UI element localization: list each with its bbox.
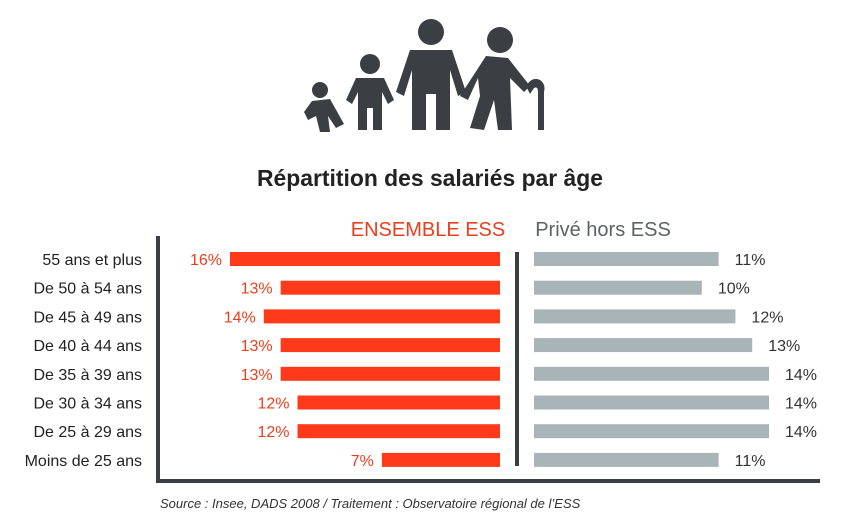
data-label-ensemble-ess: 7%: [351, 453, 374, 470]
data-label-ensemble-ess: 12%: [257, 424, 289, 441]
data-label-ensemble-ess: 13%: [241, 367, 273, 384]
data-label-ensemble-ess: 12%: [257, 396, 289, 413]
bar-prive-hors-ess: [534, 452, 719, 467]
bar-prive-hors-ess: [534, 309, 736, 324]
category-label: De 25 à 29 ans: [33, 424, 142, 441]
data-label-prive-hors-ess: 14%: [785, 367, 817, 384]
bar-ensemble-ess: [280, 280, 500, 295]
category-label: De 45 à 49 ans: [33, 309, 142, 326]
chart-frame: [156, 236, 820, 483]
category-label: 55 ans et plus: [42, 252, 142, 269]
bar-prive-hors-ess: [534, 366, 769, 381]
bar-ensemble-ess: [297, 395, 500, 410]
category-label: De 50 à 54 ans: [33, 281, 142, 298]
bar-ensemble-ess: [280, 366, 500, 381]
chart-marks: 55 ans et plus 16% 11% De 50 à 54 ans 13% 10%…: [25, 252, 817, 470]
series-header-prive: Privé hors ESS: [535, 219, 671, 241]
category-label: De 40 à 44 ans: [33, 338, 142, 355]
data-label-prive-hors-ess: 13%: [768, 338, 800, 355]
bar-ensemble-ess: [381, 452, 500, 467]
bar-ensemble-ess: [230, 252, 500, 266]
data-label-ensemble-ess: 13%: [241, 338, 273, 355]
data-label-prive-hors-ess: 12%: [751, 309, 783, 326]
bar-prive-hors-ess: [534, 395, 769, 410]
source-note: Source : Insee, DADS 2008 / Traitement :…: [160, 496, 581, 511]
data-label-prive-hors-ess: 14%: [785, 396, 817, 413]
data-label-ensemble-ess: 14%: [224, 309, 256, 326]
adult-figure-icon: [396, 19, 466, 130]
baby-figure-icon: [304, 82, 344, 132]
bar-prive-hors-ess: [534, 252, 719, 266]
category-label: De 35 à 39 ans: [33, 367, 142, 384]
family-generations-icon: [304, 19, 545, 132]
bar-prive-hors-ess: [534, 280, 702, 295]
elder-figure-icon: [460, 27, 545, 130]
data-label-prive-hors-ess: 14%: [785, 424, 817, 441]
data-label-prive-hors-ess: 10%: [718, 281, 750, 298]
bar-ensemble-ess: [280, 338, 500, 353]
category-label: Moins de 25 ans: [25, 453, 142, 470]
data-label-ensemble-ess: 16%: [190, 252, 222, 269]
category-label: De 30 à 34 ans: [33, 396, 142, 413]
bar-prive-hors-ess: [534, 338, 753, 353]
chart-title: Répartition des salariés par âge: [257, 165, 603, 191]
bar-ensemble-ess: [297, 424, 500, 439]
series-header-ess: ENSEMBLE ESS: [351, 219, 506, 241]
data-label-prive-hors-ess: 11%: [735, 252, 766, 269]
data-label-prive-hors-ess: 11%: [735, 453, 766, 470]
child-figure-icon: [346, 54, 394, 130]
data-label-ensemble-ess: 13%: [241, 281, 273, 298]
bar-ensemble-ess: [263, 309, 500, 324]
bar-prive-hors-ess: [534, 424, 769, 439]
